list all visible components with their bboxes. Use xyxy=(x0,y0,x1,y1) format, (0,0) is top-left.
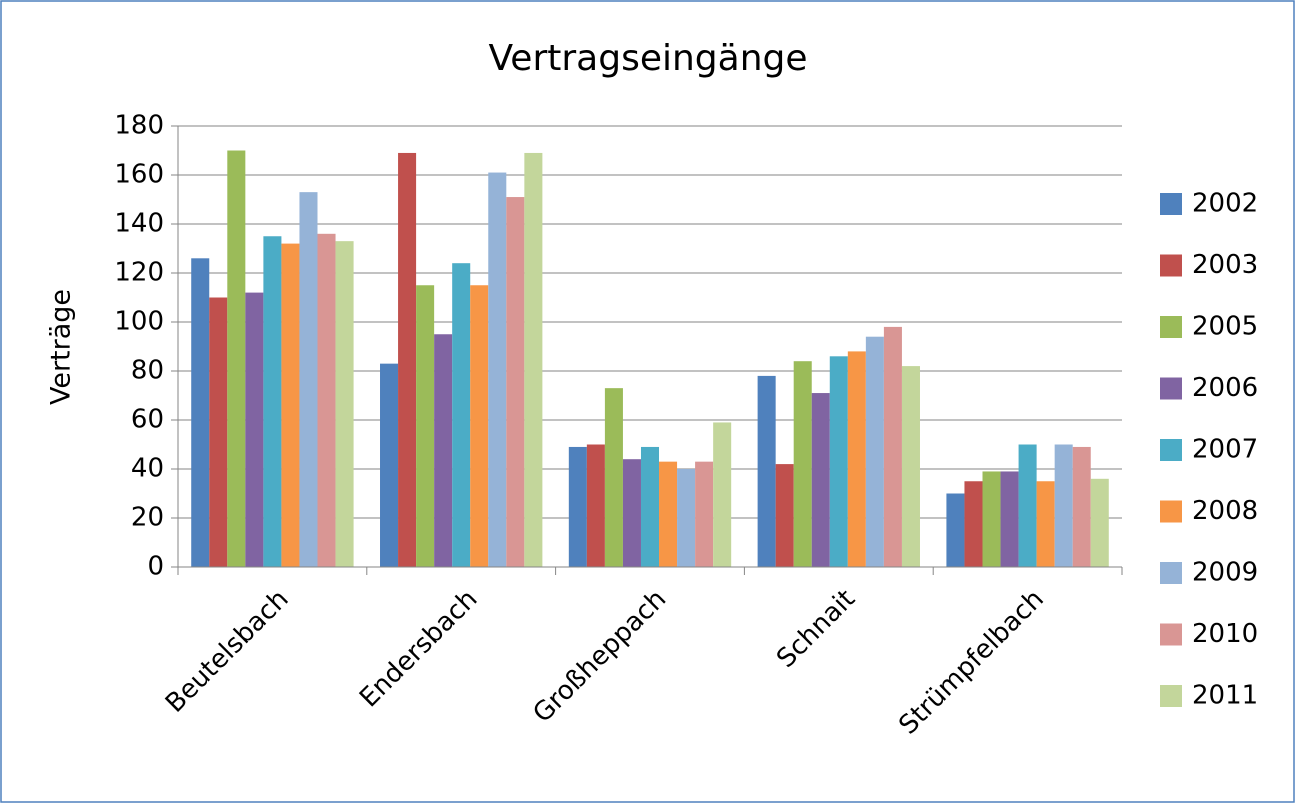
bar xyxy=(506,197,525,568)
y-tick-label: 160 xyxy=(114,160,164,190)
bar xyxy=(883,326,902,567)
bar xyxy=(982,471,1001,567)
y-axis-label: Verträge xyxy=(46,289,77,405)
bar xyxy=(452,263,471,567)
bar xyxy=(416,285,435,567)
bar xyxy=(245,292,264,567)
bar xyxy=(695,461,714,567)
legend-swatch xyxy=(1160,439,1182,461)
bar xyxy=(470,285,489,567)
bar xyxy=(659,461,678,567)
bar xyxy=(775,464,794,567)
legend-swatch xyxy=(1160,316,1182,338)
bar xyxy=(901,366,920,567)
y-tick-label: 80 xyxy=(131,356,164,386)
bar xyxy=(964,481,983,567)
legend-label: 2007 xyxy=(1192,435,1258,465)
bar xyxy=(263,236,282,567)
bar xyxy=(335,241,354,567)
legend-label: 2002 xyxy=(1192,189,1258,219)
legend-label: 2011 xyxy=(1192,681,1258,711)
legend-swatch xyxy=(1160,623,1182,646)
bar xyxy=(299,192,318,567)
bar xyxy=(1090,478,1109,567)
bar xyxy=(1000,471,1019,567)
bar xyxy=(1072,446,1091,567)
y-tick-label: 100 xyxy=(114,307,164,337)
bar xyxy=(946,493,965,567)
bar xyxy=(434,334,453,567)
legend-label: 2010 xyxy=(1192,619,1258,649)
legend-label: 2009 xyxy=(1192,558,1258,588)
bar xyxy=(757,375,776,567)
legend-label: 2003 xyxy=(1192,250,1258,280)
y-tick-label: 40 xyxy=(131,454,164,484)
bar xyxy=(677,469,696,567)
bar xyxy=(568,446,587,567)
legend-label: 2008 xyxy=(1192,496,1258,526)
bar xyxy=(604,388,623,567)
bar xyxy=(227,150,246,567)
y-tick-label: 140 xyxy=(114,209,164,239)
chart-title: Vertragseingänge xyxy=(488,38,807,79)
bar xyxy=(1054,444,1073,567)
bar xyxy=(713,422,732,567)
bar xyxy=(191,258,210,567)
bar xyxy=(793,361,812,567)
bar xyxy=(586,444,605,567)
legend-swatch xyxy=(1160,562,1182,584)
y-tick-label: 0 xyxy=(147,552,164,582)
bar xyxy=(398,152,417,567)
bar xyxy=(1018,444,1037,567)
legend-swatch xyxy=(1160,377,1182,400)
legend-swatch xyxy=(1160,500,1182,523)
y-tick-label: 60 xyxy=(131,405,164,435)
bar xyxy=(829,356,848,567)
y-tick-label: 180 xyxy=(114,111,164,141)
bar xyxy=(640,446,660,567)
bar xyxy=(380,363,399,567)
bar xyxy=(524,152,543,567)
bar xyxy=(1036,481,1055,567)
y-tick-label: 120 xyxy=(114,258,164,288)
bar xyxy=(281,243,300,567)
bar xyxy=(847,351,866,567)
y-tick-label: 20 xyxy=(131,503,164,533)
legend-swatch xyxy=(1160,685,1182,707)
bar xyxy=(865,336,884,567)
legend-label: 2006 xyxy=(1192,373,1258,403)
legend-swatch xyxy=(1160,193,1182,215)
legend-swatch xyxy=(1160,254,1182,277)
bar xyxy=(811,393,830,567)
bar xyxy=(622,459,641,567)
bar xyxy=(317,233,336,568)
bar xyxy=(209,297,228,567)
legend-label: 2005 xyxy=(1192,312,1258,342)
bar xyxy=(488,172,507,568)
